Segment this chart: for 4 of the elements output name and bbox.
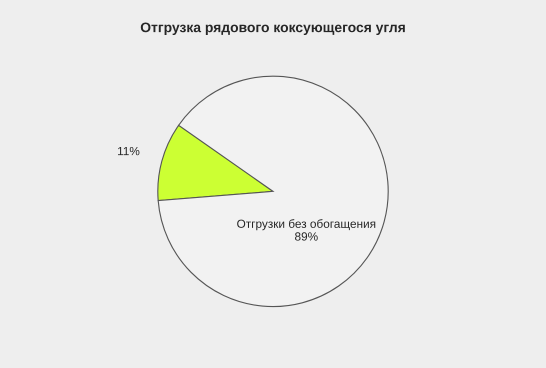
data-label: 89% (295, 232, 318, 241)
slice-label: Отгрузки без обогащения (237, 219, 376, 230)
chart-title: Отгрузка рядового коксующегося угля (140, 22, 405, 36)
data-label: 11% (118, 146, 140, 156)
